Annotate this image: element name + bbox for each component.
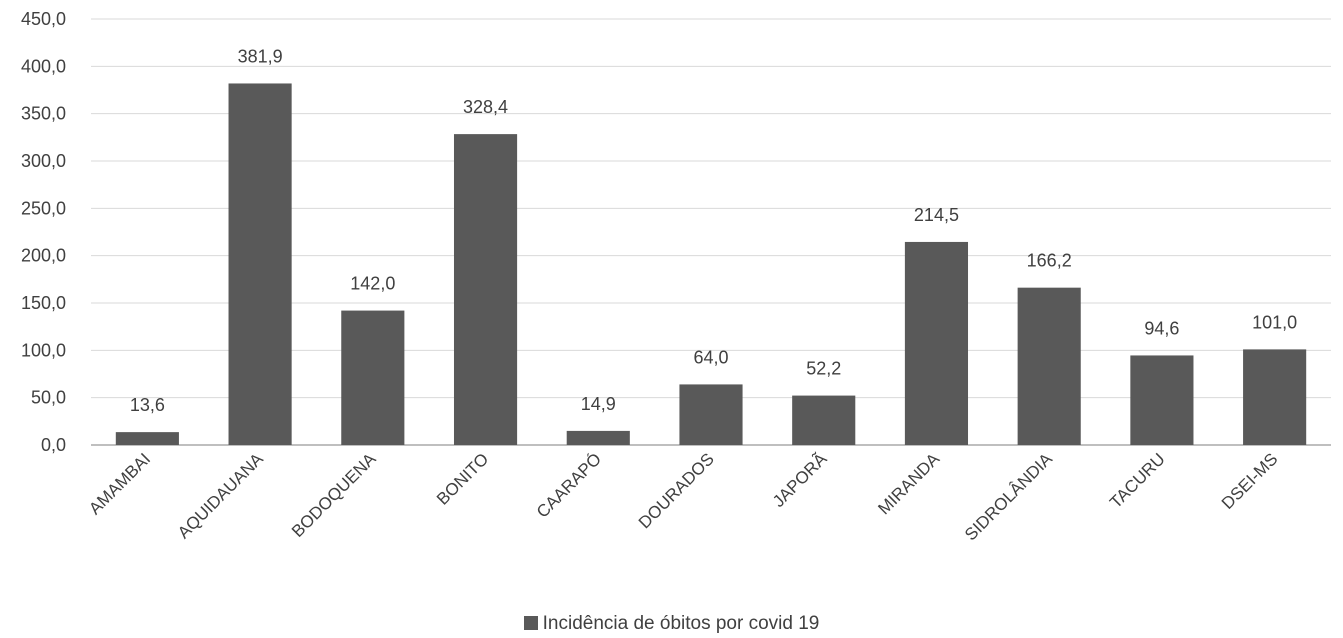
- x-tick-label: MIRANDA: [874, 449, 943, 518]
- bar: [453, 134, 518, 445]
- x-tick-label: SIDROLÂNDIA: [961, 449, 1056, 544]
- y-tick-label: 50,0: [31, 388, 66, 408]
- legend-label: Incidência de óbitos por covid 19: [542, 613, 820, 634]
- bar: [679, 384, 743, 445]
- bar: [115, 432, 179, 445]
- data-label: 14,9: [581, 394, 616, 414]
- x-tick-label: DSEI-MS: [1218, 449, 1282, 513]
- x-tick-label: DOURADOS: [635, 449, 718, 532]
- x-tick-label: TACURU: [1106, 449, 1169, 512]
- y-tick-label: 250,0: [21, 198, 66, 218]
- data-label: 64,0: [693, 347, 728, 367]
- data-label: 214,5: [914, 205, 959, 225]
- bar: [1243, 349, 1307, 445]
- y-tick-label: 450,0: [21, 9, 66, 29]
- data-label: 328,4: [463, 97, 508, 117]
- y-tick-label: 0,0: [41, 435, 66, 455]
- x-tick-label: AQUIDAUANA: [174, 449, 267, 542]
- x-tick-label: CAARAPÓ: [533, 449, 605, 521]
- y-tick-label: 350,0: [21, 104, 66, 124]
- y-tick-label: 400,0: [21, 56, 66, 76]
- y-tick-label: 150,0: [21, 293, 66, 313]
- x-tick-label: BODOQUENA: [288, 449, 380, 541]
- data-label: 101,0: [1252, 312, 1297, 332]
- bar: [341, 310, 405, 445]
- data-label: 142,0: [350, 274, 395, 294]
- bar: [1017, 287, 1081, 445]
- y-tick-label: 100,0: [21, 340, 66, 360]
- bar: [1130, 355, 1194, 445]
- bar: [228, 83, 292, 445]
- legend-swatch: [523, 616, 538, 630]
- data-label: 94,6: [1144, 318, 1179, 338]
- data-label: 52,2: [806, 359, 841, 379]
- bar: [566, 430, 630, 445]
- bar-chart-svg: 0,0 50,0 100,0 150,0 200,0 250,0 300,0 350,0 400…: [21, 9, 1331, 544]
- data-label: 166,2: [1027, 251, 1072, 271]
- x-tick-label: BONITO: [433, 449, 492, 508]
- y-tick-label: 300,0: [21, 151, 66, 171]
- x-tick-label: AMAMBAI: [85, 449, 154, 518]
- legend: Incidência de óbitos por covid 19: [0, 614, 1343, 634]
- bar: [792, 395, 856, 445]
- x-tick-label: JAPORÃ: [769, 449, 831, 511]
- data-label: 13,6: [130, 395, 165, 415]
- data-label: 381,9: [238, 46, 283, 66]
- bar: [904, 241, 969, 445]
- y-tick-label: 200,0: [21, 246, 66, 266]
